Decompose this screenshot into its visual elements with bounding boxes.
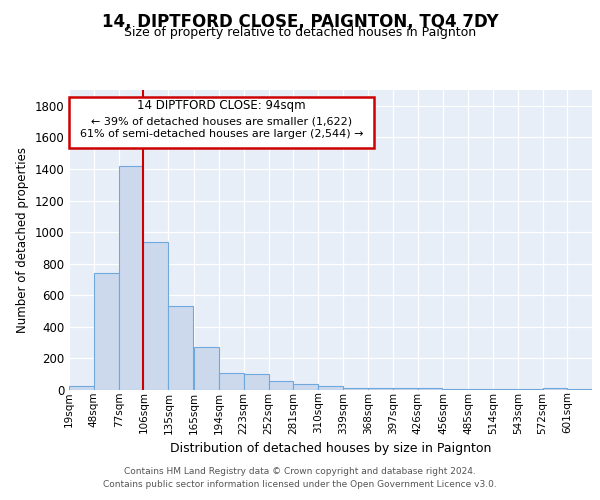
Bar	[219, 374, 244, 390]
Text: 14 DIPTFORD CLOSE: 94sqm: 14 DIPTFORD CLOSE: 94sqm	[137, 100, 306, 112]
Bar	[143, 242, 169, 390]
Bar	[94, 273, 119, 390]
Bar	[542, 388, 568, 390]
Bar	[392, 388, 418, 390]
Bar	[568, 389, 592, 390]
Bar	[293, 384, 318, 390]
Bar	[493, 389, 518, 390]
Text: 61% of semi-detached houses are larger (2,544) →: 61% of semi-detached houses are larger (…	[80, 130, 363, 140]
Bar	[194, 348, 219, 390]
Text: Contains public sector information licensed under the Open Government Licence v3: Contains public sector information licen…	[103, 480, 497, 489]
Bar	[169, 306, 193, 390]
FancyBboxPatch shape	[69, 97, 374, 148]
Text: ← 39% of detached houses are smaller (1,622): ← 39% of detached houses are smaller (1,…	[91, 116, 352, 126]
Bar	[518, 389, 542, 390]
Bar	[269, 382, 293, 390]
X-axis label: Distribution of detached houses by size in Paignton: Distribution of detached houses by size …	[170, 442, 491, 455]
Bar	[368, 388, 392, 390]
Bar	[69, 386, 94, 390]
Bar	[343, 388, 368, 390]
Bar	[244, 374, 269, 390]
Bar	[468, 389, 493, 390]
Bar	[318, 386, 343, 390]
Bar	[443, 389, 468, 390]
Text: Size of property relative to detached houses in Paignton: Size of property relative to detached ho…	[124, 26, 476, 39]
Text: 14, DIPTFORD CLOSE, PAIGNTON, TQ4 7DY: 14, DIPTFORD CLOSE, PAIGNTON, TQ4 7DY	[101, 12, 499, 30]
Text: Contains HM Land Registry data © Crown copyright and database right 2024.: Contains HM Land Registry data © Crown c…	[124, 467, 476, 476]
Bar	[418, 388, 442, 390]
Bar	[119, 166, 143, 390]
Y-axis label: Number of detached properties: Number of detached properties	[16, 147, 29, 333]
